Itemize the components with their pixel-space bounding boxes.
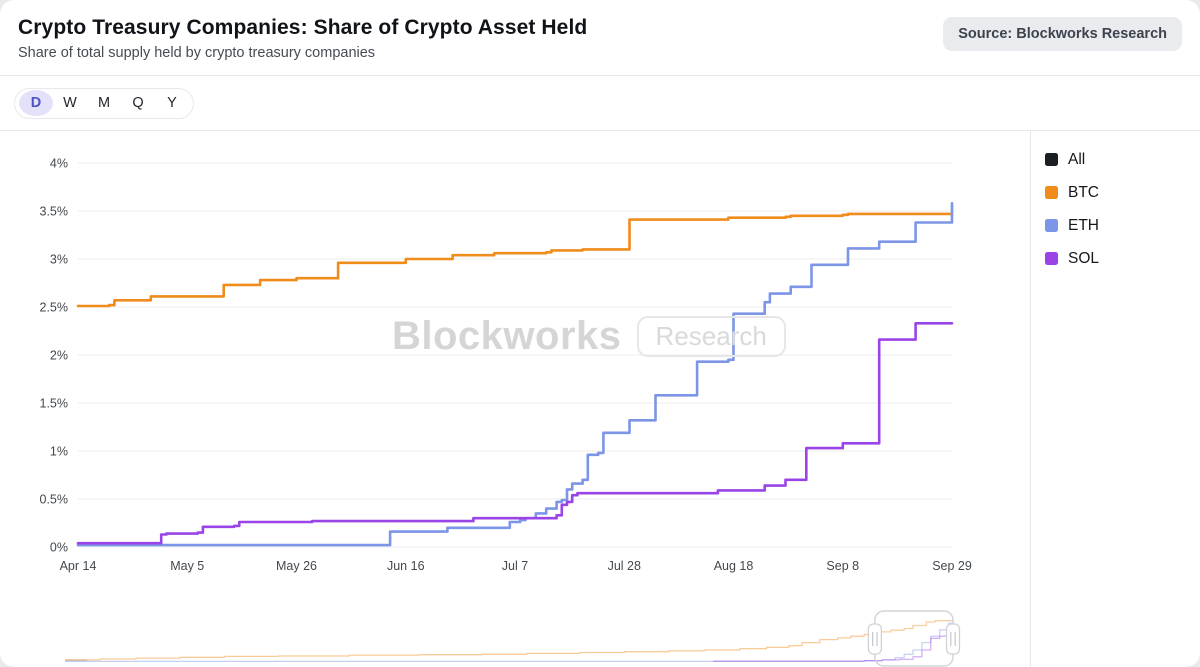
legend-item-sol[interactable]: SOL xyxy=(1045,242,1200,275)
interval-button-d[interactable]: D xyxy=(19,90,53,116)
range-navigator[interactable] xyxy=(0,606,1030,667)
x-tick-label: Sep 8 xyxy=(826,559,859,573)
y-tick-label: 4% xyxy=(50,157,68,171)
legend-swatch-all xyxy=(1045,153,1058,166)
nav-brush-handle-right[interactable] xyxy=(945,623,961,655)
nav-brush-handle-left[interactable] xyxy=(867,623,883,655)
interval-button-q[interactable]: Q xyxy=(121,90,155,116)
y-tick-label: 3.5% xyxy=(40,205,69,219)
content: 0% 0.5% 1% 1.5% 2% 2.5% 3% 3.5% 4% Apr 14 May 5 May… xyxy=(0,131,1200,667)
x-tick-label: Jul 28 xyxy=(608,559,641,573)
series-line-btc xyxy=(76,211,954,308)
y-tick-label: 1.5% xyxy=(40,397,69,411)
legend-label: SOL xyxy=(1068,249,1100,267)
page-title: Crypto Treasury Companies: Share of Cryp… xyxy=(18,16,588,39)
legend-label: BTC xyxy=(1068,183,1099,201)
source-badge: Source: Blockworks Research xyxy=(943,17,1182,51)
y-tick-label: 1% xyxy=(50,445,68,459)
y-tick-label: 2% xyxy=(50,349,68,363)
legend-item-btc[interactable]: BTC xyxy=(1045,176,1200,209)
nav-series-line-btc xyxy=(65,619,954,661)
series-line-eth xyxy=(76,202,954,547)
legend-panel: All BTC ETH SOL xyxy=(1030,131,1200,667)
legend-swatch-btc xyxy=(1045,186,1058,199)
x-tick-label: May 26 xyxy=(276,559,317,573)
nav-series-line-eth xyxy=(65,619,954,663)
legend-label: ETH xyxy=(1068,216,1099,234)
x-tick-label: Aug 18 xyxy=(714,559,754,573)
x-tick-label: Apr 14 xyxy=(60,559,97,573)
y-tick-label: 0% xyxy=(50,541,68,555)
series-line-sol xyxy=(76,322,954,545)
header-titles: Crypto Treasury Companies: Share of Cryp… xyxy=(18,16,587,61)
legend-item-eth[interactable]: ETH xyxy=(1045,209,1200,242)
x-tick-label: Jun 16 xyxy=(387,559,425,573)
interval-button-m[interactable]: M xyxy=(87,90,121,116)
y-tick-label: 2.5% xyxy=(40,301,69,315)
y-tick-label: 0.5% xyxy=(40,493,69,507)
y-tick-label: 3% xyxy=(50,253,68,267)
x-tick-label: Sep 29 xyxy=(932,559,972,573)
legend-swatch-eth xyxy=(1045,219,1058,232)
legend-label: All xyxy=(1068,150,1086,168)
legend-item-all[interactable]: All xyxy=(1045,143,1200,176)
chart-column: 0% 0.5% 1% 1.5% 2% 2.5% 3% 3.5% 4% Apr 14 May 5 May… xyxy=(0,131,1030,667)
interval-button-y[interactable]: Y xyxy=(155,90,189,116)
legend-swatch-sol xyxy=(1045,252,1058,265)
nav-brush-window[interactable] xyxy=(874,610,954,667)
header: Crypto Treasury Companies: Share of Cryp… xyxy=(0,0,1200,76)
page-subtitle: Share of total supply held by crypto tre… xyxy=(18,45,376,61)
interval-button-w[interactable]: W xyxy=(53,90,87,116)
x-tick-label: May 5 xyxy=(170,559,204,573)
x-tick-label: Jul 7 xyxy=(502,559,528,573)
main-chart[interactable]: 0% 0.5% 1% 1.5% 2% 2.5% 3% 3.5% 4% Apr 14 May 5 May… xyxy=(0,131,1030,601)
